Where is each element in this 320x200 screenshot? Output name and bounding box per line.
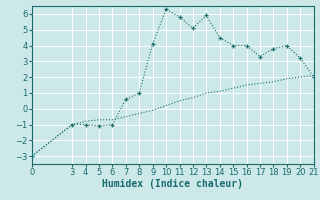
X-axis label: Humidex (Indice chaleur): Humidex (Indice chaleur) <box>102 179 243 189</box>
